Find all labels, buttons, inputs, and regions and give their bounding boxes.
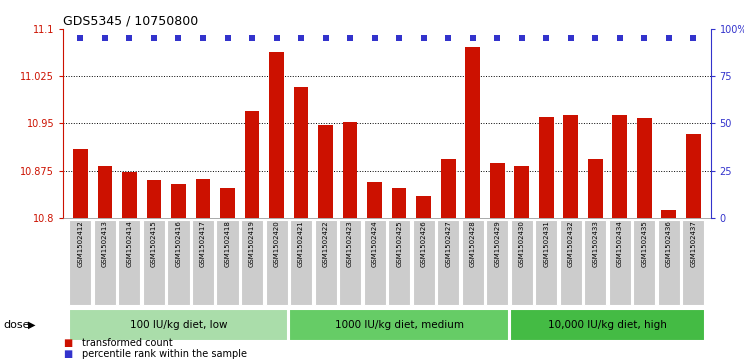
Text: GSM1502421: GSM1502421 (298, 220, 304, 267)
FancyBboxPatch shape (290, 220, 312, 305)
Bar (563, 115, 578, 218)
FancyBboxPatch shape (68, 309, 289, 341)
FancyBboxPatch shape (241, 220, 263, 305)
FancyBboxPatch shape (118, 220, 141, 305)
Bar (196, 179, 211, 218)
Text: GSM1502433: GSM1502433 (592, 220, 598, 267)
FancyBboxPatch shape (658, 220, 680, 305)
FancyBboxPatch shape (462, 220, 484, 305)
Text: dose: dose (4, 320, 31, 330)
FancyBboxPatch shape (510, 309, 705, 341)
Bar (392, 188, 406, 218)
Bar (294, 87, 309, 218)
Text: GSM1502436: GSM1502436 (666, 220, 672, 267)
Text: GSM1502422: GSM1502422 (323, 220, 329, 267)
Bar (245, 111, 260, 218)
FancyBboxPatch shape (192, 220, 214, 305)
Bar (122, 172, 137, 218)
Text: GSM1502414: GSM1502414 (126, 220, 132, 267)
FancyBboxPatch shape (633, 220, 655, 305)
Text: GSM1502437: GSM1502437 (690, 220, 696, 267)
Text: GSM1502435: GSM1502435 (641, 220, 647, 267)
Bar (343, 122, 357, 218)
Text: GSM1502423: GSM1502423 (347, 220, 353, 267)
Bar (368, 182, 382, 218)
Text: GSM1502413: GSM1502413 (102, 220, 108, 267)
Bar (417, 196, 431, 218)
Text: GSM1502424: GSM1502424 (371, 220, 378, 267)
FancyBboxPatch shape (486, 220, 508, 305)
Text: GSM1502419: GSM1502419 (249, 220, 255, 267)
Text: GSM1502427: GSM1502427 (445, 220, 451, 267)
FancyBboxPatch shape (315, 220, 336, 305)
Text: GSM1502418: GSM1502418 (225, 220, 231, 267)
Text: GSM1502434: GSM1502434 (617, 220, 623, 267)
Text: GSM1502417: GSM1502417 (200, 220, 206, 267)
FancyBboxPatch shape (69, 220, 92, 305)
Bar (269, 52, 284, 218)
Text: GDS5345 / 10750800: GDS5345 / 10750800 (63, 15, 199, 28)
Text: GSM1502429: GSM1502429 (494, 220, 500, 267)
FancyBboxPatch shape (339, 220, 361, 305)
FancyBboxPatch shape (510, 220, 533, 305)
FancyBboxPatch shape (609, 220, 631, 305)
Text: ▶: ▶ (28, 320, 36, 330)
Bar (465, 47, 480, 218)
FancyBboxPatch shape (143, 220, 165, 305)
Bar (220, 188, 235, 218)
Text: GSM1502425: GSM1502425 (396, 220, 403, 267)
Bar (490, 163, 504, 218)
Bar (97, 166, 112, 218)
FancyBboxPatch shape (167, 220, 190, 305)
Text: GSM1502432: GSM1502432 (568, 220, 574, 267)
Text: GSM1502416: GSM1502416 (176, 220, 182, 267)
FancyBboxPatch shape (266, 220, 288, 305)
Text: GSM1502426: GSM1502426 (420, 220, 426, 267)
Text: transformed count: transformed count (82, 338, 173, 348)
Text: GSM1502428: GSM1502428 (469, 220, 475, 267)
Bar (637, 118, 652, 218)
Text: 10,000 IU/kg diet, high: 10,000 IU/kg diet, high (548, 320, 667, 330)
FancyBboxPatch shape (217, 220, 239, 305)
Text: GSM1502412: GSM1502412 (77, 220, 83, 267)
FancyBboxPatch shape (559, 220, 582, 305)
Bar (612, 115, 627, 218)
FancyBboxPatch shape (535, 220, 557, 305)
Bar (441, 159, 455, 218)
Bar (686, 134, 701, 218)
FancyBboxPatch shape (584, 220, 606, 305)
FancyBboxPatch shape (94, 220, 116, 305)
FancyBboxPatch shape (289, 309, 509, 341)
Bar (171, 184, 186, 218)
Bar (73, 148, 88, 218)
Text: GSM1502430: GSM1502430 (519, 220, 525, 267)
FancyBboxPatch shape (682, 220, 705, 305)
Bar (588, 159, 603, 218)
Text: GSM1502420: GSM1502420 (274, 220, 280, 267)
Text: ■: ■ (63, 338, 72, 348)
Bar (514, 166, 529, 218)
Bar (318, 125, 333, 218)
Bar (147, 180, 161, 218)
FancyBboxPatch shape (437, 220, 459, 305)
Text: ■: ■ (63, 349, 72, 359)
FancyBboxPatch shape (364, 220, 385, 305)
FancyBboxPatch shape (388, 220, 410, 305)
Text: 1000 IU/kg diet, medium: 1000 IU/kg diet, medium (335, 320, 464, 330)
Text: 100 IU/kg diet, low: 100 IU/kg diet, low (129, 320, 227, 330)
Text: percentile rank within the sample: percentile rank within the sample (82, 349, 247, 359)
Bar (539, 117, 554, 218)
FancyBboxPatch shape (413, 220, 434, 305)
Text: GSM1502415: GSM1502415 (151, 220, 157, 267)
Bar (661, 209, 676, 218)
Text: GSM1502431: GSM1502431 (543, 220, 549, 267)
